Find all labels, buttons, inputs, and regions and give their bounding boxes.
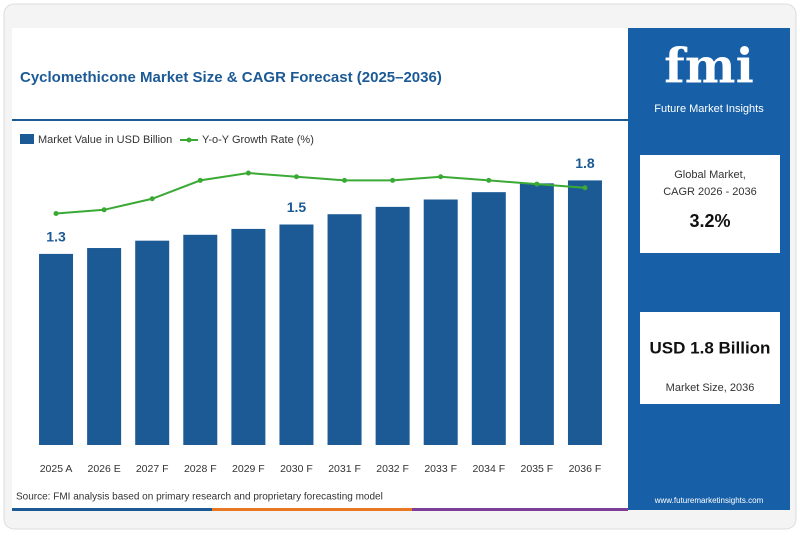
growth-point xyxy=(342,177,348,183)
accent-strip xyxy=(412,508,628,511)
growth-point xyxy=(53,210,59,216)
x-tick-label: 2025 A xyxy=(40,463,73,475)
x-tick-label: 2032 F xyxy=(376,463,409,475)
website: www.futuremarketinsights.com xyxy=(654,496,764,505)
brand: Future Market Insights xyxy=(654,103,764,115)
x-tick-label: 2027 F xyxy=(136,463,169,475)
legend-label: Market Value in USD Billion xyxy=(38,134,172,146)
cagr-box xyxy=(640,155,780,253)
bar xyxy=(39,253,74,445)
growth-point xyxy=(438,174,444,180)
cagr-value: 3.2% xyxy=(689,211,730,231)
growth-point xyxy=(582,185,588,191)
x-tick-label: 2029 F xyxy=(232,463,265,475)
logo: fmi xyxy=(664,39,754,95)
bar xyxy=(471,192,506,445)
bar xyxy=(327,214,362,445)
growth-point xyxy=(534,181,540,187)
x-tick-label: 2031 F xyxy=(328,463,361,475)
legend-label: Y-o-Y Growth Rate (%) xyxy=(202,134,314,146)
accent-strip xyxy=(12,508,212,511)
bar xyxy=(567,180,602,445)
bar xyxy=(375,206,410,445)
source-note: Source: FMI analysis based on primary re… xyxy=(16,492,383,503)
cagr-label: CAGR 2026 - 2036 xyxy=(663,186,757,198)
legend-swatch-bar xyxy=(20,134,34,144)
bar xyxy=(87,248,122,445)
bar xyxy=(183,234,218,445)
data-label: 1.5 xyxy=(287,199,307,215)
data-label: 1.8 xyxy=(575,155,595,171)
growth-point xyxy=(245,170,251,176)
chart-title: Cyclomethicone Market Size & CAGR Foreca… xyxy=(20,69,442,86)
bar xyxy=(423,199,458,445)
growth-point xyxy=(149,196,155,202)
bar xyxy=(519,183,554,445)
x-tick-label: 2033 F xyxy=(424,463,457,475)
size-box xyxy=(640,312,780,404)
size-label: Market Size, 2036 xyxy=(666,382,755,394)
x-tick-label: 2035 F xyxy=(521,463,554,475)
cagr-label: Global Market, xyxy=(674,169,746,181)
data-label: 1.3 xyxy=(46,229,66,245)
accent-strip xyxy=(212,508,412,511)
x-tick-label: 2026 E xyxy=(87,463,120,475)
growth-line xyxy=(55,172,586,215)
bar xyxy=(135,240,170,445)
x-tick-label: 2030 F xyxy=(280,463,313,475)
side-panel xyxy=(628,28,790,510)
growth-point xyxy=(101,207,107,213)
bar xyxy=(279,224,314,445)
x-tick-label: 2036 F xyxy=(569,463,602,475)
legend-swatch-dot xyxy=(186,137,192,143)
growth-point xyxy=(390,177,396,183)
size-value: USD 1.8 Billion xyxy=(650,338,771,357)
growth-point xyxy=(486,177,492,183)
growth-point xyxy=(293,174,299,180)
x-tick-label: 2028 F xyxy=(184,463,217,475)
growth-point xyxy=(197,177,203,183)
bar xyxy=(231,228,266,445)
x-tick-label: 2034 F xyxy=(472,463,505,475)
